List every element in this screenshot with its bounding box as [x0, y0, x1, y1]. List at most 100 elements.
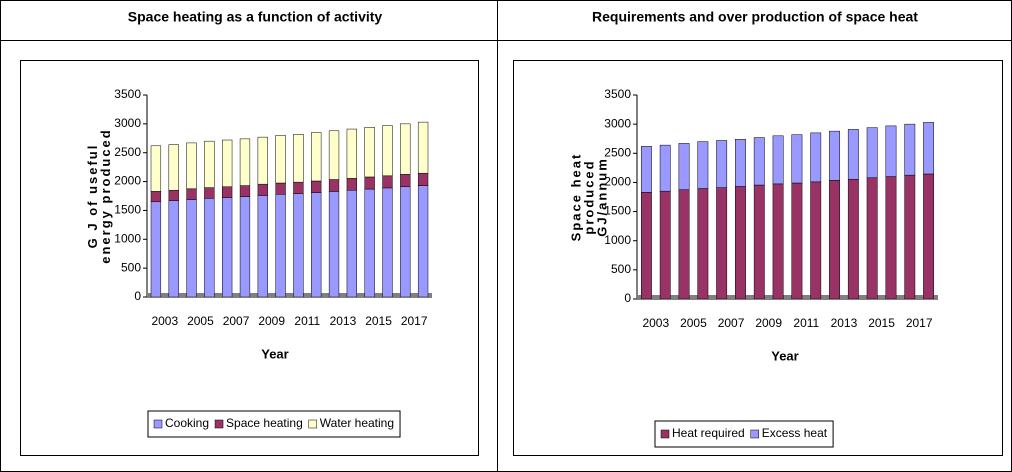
bar-segment [328, 191, 340, 298]
bar-segment [222, 197, 233, 298]
bar-segment [885, 176, 897, 300]
bar-segment [791, 134, 803, 184]
bar-segment [239, 138, 251, 186]
y-axis-title: GJ/annum [594, 157, 609, 237]
bar-segment [772, 183, 784, 300]
bar-segment [735, 186, 746, 300]
legend-label: Excess heat [762, 426, 828, 440]
y-tick-label: 1500 [604, 204, 631, 218]
bar-segment [311, 192, 322, 298]
bar-segment [885, 125, 897, 177]
bar-segment [678, 143, 690, 190]
x-tick-label: 2007 [223, 314, 250, 328]
y-axis-title: Space heat [568, 153, 583, 242]
legend-swatch [153, 419, 163, 429]
bar-segment [678, 189, 690, 300]
x-tick-label: 2009 [755, 316, 782, 330]
x-tick-label: 2009 [258, 314, 285, 328]
bar-segment [923, 122, 935, 175]
y-tick-label: 3500 [604, 87, 631, 101]
bar-segment [328, 130, 340, 180]
x-tick-label: 2015 [365, 314, 392, 328]
bar-segment [293, 193, 304, 298]
bar-segment [257, 183, 268, 196]
bar-segment [328, 179, 340, 192]
bar-segment [186, 199, 197, 298]
bar-segment [772, 135, 784, 185]
x-tick-label: 2005 [680, 316, 707, 330]
bar-segment [204, 198, 215, 298]
bar-segment [168, 200, 179, 298]
bar-segment [382, 175, 393, 189]
bar-segment [866, 127, 878, 179]
bar-segment [400, 186, 411, 298]
y-tick-label: 3000 [604, 116, 631, 130]
y-tick-label: 2500 [604, 145, 631, 159]
x-tick-label: 2017 [906, 316, 933, 330]
x-tick-label: 2011 [793, 316, 819, 330]
y-tick-label: 3500 [114, 87, 141, 101]
x-axis-title: Year [261, 346, 288, 361]
bar-segment [904, 174, 916, 300]
legend-label: Water heating [320, 416, 394, 430]
bar-segment [716, 140, 728, 188]
bar-segment [257, 136, 268, 185]
legend-label: Cooking [165, 416, 209, 430]
bar-segment [364, 127, 375, 178]
y-tick-label: 500 [121, 260, 141, 274]
bar-segment [150, 191, 162, 203]
y-tick-label: 2000 [604, 175, 631, 189]
bar-segment [222, 139, 233, 188]
bar-segment [735, 139, 746, 187]
bar-segment [364, 188, 375, 298]
bar-segment [204, 187, 215, 199]
bar-segment [417, 172, 429, 186]
bar-segment [640, 192, 652, 300]
y-tick-label: 2500 [114, 145, 141, 159]
bar-segment [186, 142, 197, 190]
x-tick-label: 2017 [401, 314, 428, 328]
y-axis-title: produced [581, 159, 596, 234]
x-tick-label: 2013 [831, 316, 858, 330]
chart-title: Space heating as a function of activity [128, 9, 383, 25]
bar-segment [186, 188, 197, 200]
bar-segment [293, 181, 304, 194]
bar-segment [257, 195, 268, 298]
bar-segment [847, 178, 859, 300]
bar-segment [311, 180, 322, 193]
legend-label: Space heating [226, 416, 303, 430]
legend-swatch [214, 419, 224, 429]
y-tick-label: 3000 [114, 116, 141, 130]
legend-box [147, 410, 401, 438]
bar-segment [222, 186, 233, 198]
chart-title: Requirements and over production of spac… [592, 9, 918, 25]
y-tick-label: 0 [624, 291, 631, 305]
bar-segment [239, 185, 251, 197]
bar-segment [659, 144, 671, 192]
floor [147, 293, 432, 297]
legend-box [654, 420, 834, 448]
bar-segment [923, 173, 935, 300]
floor [637, 295, 938, 299]
bar-segment [829, 180, 840, 300]
y-tick-label: 1500 [114, 203, 141, 217]
y-tick-label: 0 [134, 289, 141, 303]
bar-segment [753, 184, 765, 300]
bar-segment [364, 176, 375, 190]
bar-segment [150, 145, 162, 192]
x-tick-label: 2005 [187, 314, 214, 328]
bar-segment [753, 137, 765, 186]
x-axis-title: Year [771, 348, 798, 363]
bar-segment [275, 135, 286, 184]
bar-segment [417, 121, 429, 174]
bar-segment [791, 182, 803, 300]
bar-segment [904, 123, 916, 176]
bar-segment [847, 129, 859, 180]
bar-segment [659, 190, 671, 300]
bar-segment [697, 141, 709, 189]
bar-segment [810, 181, 822, 300]
y-axis-title: energy produced [98, 128, 113, 263]
bar-segment [168, 144, 179, 191]
bar-segment [168, 189, 179, 201]
